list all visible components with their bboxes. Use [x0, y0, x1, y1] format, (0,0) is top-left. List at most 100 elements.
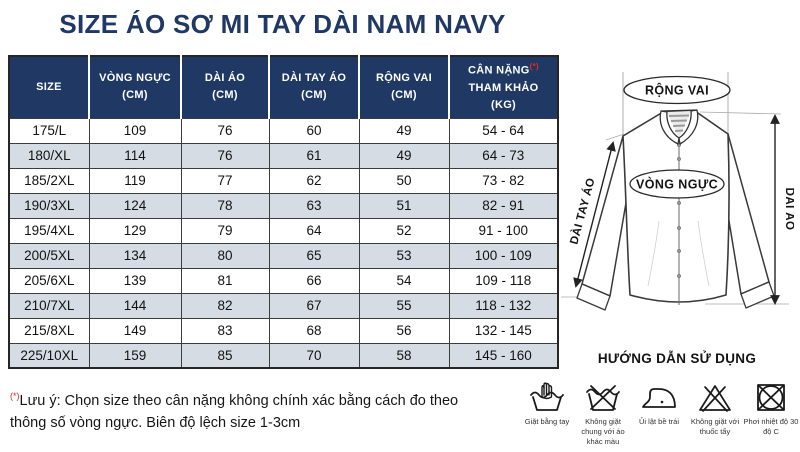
table-cell: 64 - 73	[448, 142, 559, 169]
table-cell: 134	[88, 242, 182, 269]
table-cell: 51	[358, 192, 450, 219]
size-table-body: 175/L 109 76 60 49 54 - 64 180/XL 114 76 61 49 64 -…	[8, 117, 559, 369]
table-cell: 54	[358, 267, 450, 294]
care-item-dry-30: Phơi nhiệt độ 30 độ C	[743, 381, 799, 446]
table-cell: 65	[268, 242, 360, 269]
size-table-header: SIZE VÒNG NGỰC (CM) DÀI ÁO (CM) DÀI TAY …	[9, 56, 558, 118]
footnote-asterisk: (*)	[10, 391, 20, 401]
table-cell: 49	[358, 117, 450, 144]
table-cell: 82	[180, 292, 270, 319]
col-header-size: SIZE	[9, 56, 89, 118]
table-cell: 49	[358, 142, 450, 169]
table-cell: 61	[268, 142, 360, 169]
table-row: 225/10XL 159 85 70 58 145 - 160	[8, 342, 559, 369]
table-cell: 67	[268, 292, 360, 319]
table-cell: 76	[180, 117, 270, 144]
no-mixed-wash-icon	[586, 385, 620, 411]
table-cell: 91 - 100	[448, 217, 559, 244]
care-item-label: Giặt bằng tay	[524, 417, 570, 426]
table-cell: 145 - 160	[448, 342, 559, 369]
table-row: 200/5XL 134 80 65 53 100 - 109	[8, 242, 559, 269]
table-cell: 149	[88, 317, 182, 344]
shoulder-width-label: RỘNG VAI	[645, 83, 709, 98]
table-cell: 200/5XL	[8, 242, 90, 269]
table-cell: 70	[268, 342, 360, 369]
shoulder-width-ellipse	[623, 75, 731, 105]
table-cell: 225/10XL	[8, 342, 90, 369]
asterisk-marker: (*)	[529, 61, 540, 71]
table-cell: 52	[358, 217, 450, 244]
table-cell: 53	[358, 242, 450, 269]
footnote: (*)Lưu ý: Chọn size theo cân nặng không …	[10, 385, 478, 434]
table-row: 185/2XL 119 77 62 50 73 - 82	[8, 167, 559, 194]
table-row: 205/6XL 139 81 66 54 109 - 118	[8, 267, 559, 294]
table-cell: 175/L	[8, 117, 90, 144]
table-cell: 66	[268, 267, 360, 294]
table-cell: 180/XL	[8, 142, 90, 169]
table-row: 215/8XL 149 83 68 56 132 - 145	[8, 317, 559, 344]
table-cell: 80	[180, 242, 270, 269]
table-cell: 144	[88, 292, 182, 319]
shirt-diagram-svg: RỘNG VAI VÒNG NGỰC DÀI TAY ÁO DÀI ÁO	[561, 72, 796, 311]
table-cell: 83	[180, 317, 270, 344]
chest-ellipse	[629, 169, 725, 199]
table-cell: 185/2XL	[8, 167, 90, 194]
care-item-no-bleach: Không giặt với thuốc tẩy	[687, 381, 743, 446]
table-cell: 77	[180, 167, 270, 194]
no-bleach-icon	[699, 385, 731, 412]
table-cell: 195/4XL	[8, 217, 90, 244]
table-cell: 78	[180, 192, 270, 219]
table-cell: 159	[88, 342, 182, 369]
col-header-weight: CÂN NẶNG(*) THAM KHẢO (KG)	[448, 56, 558, 118]
table-cell: 63	[268, 192, 360, 219]
col-header-shirt-length: DÀI ÁO (CM)	[180, 56, 269, 118]
table-cell: 205/6XL	[8, 267, 90, 294]
dry-30-degrees-icon	[757, 384, 785, 411]
table-cell: 79	[180, 217, 270, 244]
footnote-line1: Lưu ý: Chọn size theo cân nặng không chí…	[19, 392, 459, 409]
care-item-no-mixed-wash: Không giặt chung với áo khác màu	[575, 381, 631, 446]
table-cell: 119	[88, 167, 182, 194]
footnote-line2: thông số vòng ngực. Biên độ lệch size 1-…	[10, 414, 301, 431]
table-cell: 82 - 91	[448, 192, 559, 219]
table-cell: 124	[88, 192, 182, 219]
table-cell: 215/8XL	[8, 317, 90, 344]
hand-wash-icon	[530, 382, 564, 411]
care-item-hand-wash: Giặt bằng tay	[519, 381, 575, 446]
table-cell: 73 - 82	[448, 167, 559, 194]
table-cell: 109 - 118	[448, 267, 559, 294]
table-cell: 85	[180, 342, 270, 369]
sleeve-length-label: DÀI TAY ÁO	[567, 176, 597, 245]
shirt-length-label: DÀI ÁO	[783, 188, 794, 231]
care-item-label: Không giặt với thuốc tẩy	[690, 417, 740, 436]
iron-inside-out-icon	[642, 388, 676, 408]
table-cell: 58	[358, 342, 450, 369]
care-item-label: Ủi lật bề trái	[638, 417, 680, 426]
shirt-collar	[659, 109, 699, 145]
care-instructions-strip: Giặt bằng tay Không giặt chung với áo kh…	[519, 381, 798, 446]
table-cell: 190/3XL	[8, 192, 90, 219]
table-cell: 132 - 145	[448, 317, 559, 344]
shirt-body	[622, 110, 730, 303]
table-cell: 114	[88, 142, 182, 169]
col-header-chest: VÒNG NGỰC (CM)	[88, 56, 181, 118]
table-cell: 55	[358, 292, 450, 319]
table-cell: 68	[268, 317, 360, 344]
table-cell: 60	[268, 117, 360, 144]
table-cell: 54 - 64	[448, 117, 559, 144]
care-item-label: Phơi nhiệt độ 30 độ C	[743, 417, 799, 436]
table-cell: 64	[268, 217, 360, 244]
care-instructions-heading: HƯỚNG DẪN SỬ DỤNG	[597, 351, 757, 366]
chest-label: VÒNG NGỰC	[636, 177, 718, 192]
table-cell: 100 - 109	[448, 242, 559, 269]
table-cell: 81	[180, 267, 270, 294]
table-row: 180/XL 114 76 61 49 64 - 73	[8, 142, 559, 169]
care-item-label: Không giặt chung với áo khác màu	[581, 417, 625, 446]
table-cell: 50	[358, 167, 450, 194]
care-item-iron: Ủi lật bề trái	[631, 381, 687, 446]
col-header-shoulder-width: RỘNG VAI (CM)	[358, 56, 449, 118]
table-cell: 76	[180, 142, 270, 169]
table-cell: 62	[268, 167, 360, 194]
sleeve-length-arrow	[573, 141, 616, 288]
